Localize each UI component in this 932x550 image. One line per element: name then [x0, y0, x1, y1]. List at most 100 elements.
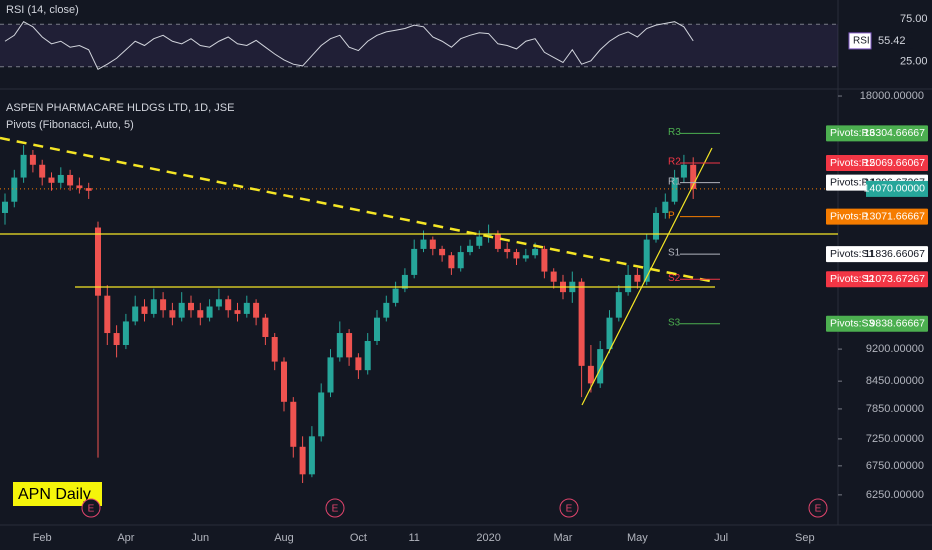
y-tick-label: 8450.00000	[866, 375, 924, 387]
candle-body	[48, 177, 55, 183]
pivot-line-label: S2	[668, 273, 681, 284]
candle-body	[401, 274, 408, 289]
candle-body	[95, 227, 101, 296]
x-tick-label: Apr	[117, 532, 134, 544]
event-marker	[325, 498, 345, 518]
annotation: APN Daily	[18, 486, 91, 503]
last-price-tag	[866, 180, 928, 197]
candle-body	[643, 239, 650, 282]
event-marker	[559, 498, 579, 518]
y-tick-label: 18000.00000	[860, 90, 924, 102]
candle-body	[178, 302, 185, 318]
chart-title: ASPEN PHARMACARE HLDGS LTD, 1D, JSE	[6, 102, 234, 114]
candle-body	[392, 288, 399, 303]
candle-body	[606, 317, 613, 350]
chart-subtitle: Pivots (Fibonacci, Auto, 5)	[6, 119, 134, 131]
candle-body	[374, 317, 380, 341]
candle-body	[57, 174, 64, 183]
event-label: E	[88, 504, 95, 515]
pivot-tag-name: Pivots:S3	[830, 318, 875, 330]
candle-body	[290, 401, 297, 447]
candle-body	[299, 446, 306, 475]
candle-body	[243, 302, 250, 314]
candle-body	[197, 310, 204, 318]
candle-body	[318, 392, 325, 437]
pivot-tag-value: 11836.66067	[864, 248, 925, 260]
candle-body	[597, 349, 604, 384]
pivot-line-label: S1	[668, 248, 681, 259]
pivot-tag-name: Pivots:S2	[830, 273, 875, 285]
pivot-tag-value: 11073.67267	[864, 273, 925, 285]
rsi-tag-box	[873, 32, 913, 49]
pivot-tag-box	[826, 208, 928, 225]
candle-body	[578, 281, 585, 366]
pivot-line-label: P	[668, 210, 675, 221]
candle-body	[215, 299, 222, 307]
candle-body	[132, 306, 139, 322]
pivot-tag-box	[826, 246, 928, 263]
candle-body	[522, 255, 529, 259]
pivot-tag-name: Pivots:P	[830, 210, 869, 222]
rsi-tick-label: 75.00	[900, 13, 928, 25]
y-tick-label: 7250.00000	[866, 433, 924, 445]
pivot-line-label: R3	[668, 127, 681, 138]
pivot-tag-value: 9838.66667	[870, 318, 926, 330]
candle-body	[541, 248, 548, 272]
y-tick-label: 9200.00000	[866, 343, 924, 355]
candle-body	[429, 239, 436, 249]
candle-body	[532, 248, 539, 256]
candle-body	[169, 310, 176, 318]
candle-body	[29, 154, 36, 165]
candle-body	[271, 336, 278, 362]
candle-body	[494, 233, 501, 249]
rsi-band	[0, 24, 838, 67]
candle-body	[485, 233, 492, 237]
rsi-tick-label: 25.00	[900, 56, 928, 68]
candle-body	[2, 201, 8, 213]
pivot-tag-value: 16304.66667	[864, 127, 925, 139]
candle-body	[346, 333, 353, 358]
event-marker	[808, 498, 828, 518]
candle-body	[467, 245, 473, 253]
candle-body	[150, 299, 157, 314]
pivot-tag-box	[826, 125, 928, 142]
pivot-tag-name: Pivots:R2	[830, 157, 875, 169]
candle-body	[336, 333, 343, 358]
candle-body	[448, 255, 455, 269]
candle-body	[76, 185, 83, 189]
x-tick-label: 11	[408, 532, 419, 544]
candle-body	[160, 299, 167, 311]
candle-body	[411, 248, 418, 275]
event-label: E	[332, 504, 339, 515]
x-tick-label: Jun	[191, 532, 209, 544]
candle-body	[141, 306, 148, 314]
rsi-tag-name-box	[848, 32, 872, 50]
candle-body	[383, 302, 390, 318]
candle-body	[364, 340, 371, 371]
x-tick-label: Sep	[795, 532, 815, 544]
event-label: E	[566, 504, 573, 515]
pivot-tag-value: 15069.66067	[864, 157, 925, 169]
candle-body	[587, 365, 594, 384]
candle-body	[122, 321, 129, 346]
event-marker	[81, 498, 101, 518]
candle-body	[690, 164, 697, 189]
rsi-title: RSI (14, close)	[6, 4, 79, 16]
x-tick-label: Jul	[714, 532, 728, 544]
pivot-tag-name: Pivots:S1	[830, 248, 875, 260]
last-price-label: 14070.00000	[864, 183, 925, 195]
pivot-tag-value: 13071.66667	[864, 210, 925, 222]
candle-body	[113, 333, 120, 346]
candle-body	[253, 302, 260, 318]
marks	[0, 21, 838, 483]
pivot-tag-box	[826, 315, 928, 332]
x-tick-label: May	[627, 532, 648, 544]
candle-body	[104, 295, 111, 334]
candle-body	[308, 436, 315, 475]
trend-line	[0, 136, 716, 284]
candle-body	[513, 252, 520, 259]
candle-body	[85, 188, 92, 191]
candle-body	[281, 361, 287, 402]
